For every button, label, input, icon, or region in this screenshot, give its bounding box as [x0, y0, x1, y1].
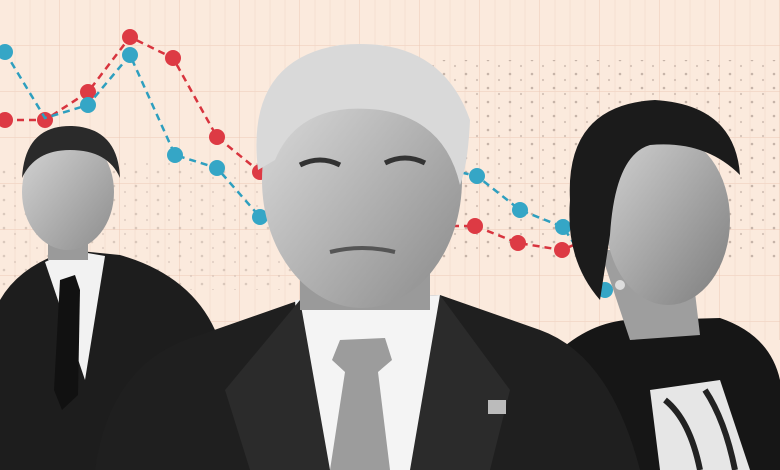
center-figure	[95, 43, 640, 470]
blue-line	[0, 44, 613, 298]
right-figure	[560, 100, 780, 470]
left-figure	[0, 125, 215, 470]
